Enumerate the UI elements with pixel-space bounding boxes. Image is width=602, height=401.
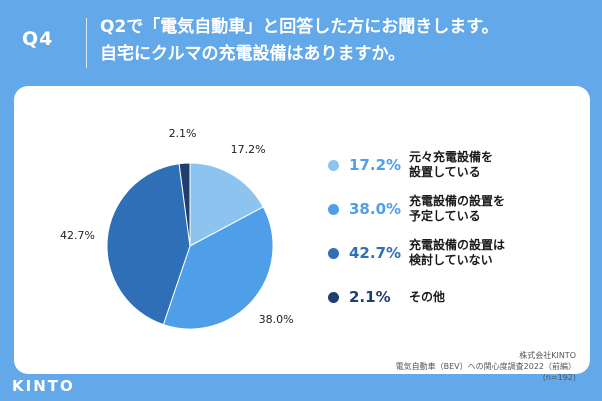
pie-slice-4	[178, 162, 191, 247]
header: Q4 Q2で「電気自動車」と回答した方にお聞きします。 自宅にクルマの充電設備は…	[0, 0, 602, 84]
legend-label-4: その他	[409, 290, 559, 305]
pie-slice-1	[189, 162, 264, 247]
legend-swatch-3	[328, 247, 339, 259]
source-survey: 電気自動車（BEV）への関心度調査2022（前編）	[395, 362, 576, 371]
legend-label-1-line-2: 設置している	[409, 165, 481, 179]
header-divider	[86, 18, 87, 68]
question-text: Q2で「電気自動車」と回答した方にお聞きします。 自宅にクルマの充電設備はありま…	[100, 14, 590, 68]
question-line-2: 自宅にクルマの充電設備はありますか。	[100, 44, 406, 64]
legend-value-2: 38.0%	[349, 200, 402, 218]
source-note: 株式会社KINTO 電気自動車（BEV）への関心度調査2022（前編） (n=1…	[316, 350, 576, 383]
pie-label-2: 38.0%	[259, 313, 294, 326]
pie-label-1: 17.2%	[231, 143, 266, 156]
legend-value-3: 42.7%	[349, 244, 402, 262]
pie-slice-3	[106, 163, 191, 326]
question-line-1: Q2で「電気自動車」と回答した方にお聞きします。	[100, 17, 499, 37]
pie-label-3: 42.7%	[60, 229, 95, 242]
legend-label-1-line-1: 元々充電設備を	[409, 150, 494, 164]
legend-item-4: 2.1% その他	[328, 282, 578, 312]
legend-swatch-2	[328, 203, 339, 215]
legend-label-1: 元々充電設備を 設置している	[409, 150, 559, 180]
legend-label-2: 充電設備の設置を 予定している	[409, 194, 559, 224]
source-company: 株式会社KINTO	[519, 351, 576, 360]
source-sample: (n=192)	[542, 373, 576, 382]
legend-item-1: 17.2% 元々充電設備を 設置している	[328, 150, 578, 180]
legend-swatch-4	[328, 291, 339, 303]
legend-label-3-line-2: 検討していない	[409, 253, 493, 267]
pie-chart: 17.2% 38.0% 42.7% 2.1%	[60, 127, 294, 330]
legend-item-3: 42.7% 充電設備の設置は 検討していない	[328, 238, 578, 268]
legend-label-3-line-1: 充電設備の設置は	[409, 238, 506, 252]
legend: 17.2% 元々充電設備を 設置している 38.0% 充電設備の設置を 予定している 42.…	[328, 150, 578, 326]
pie-label-4: 2.1%	[169, 127, 197, 140]
legend-label-4-line-1: その他	[409, 289, 446, 304]
legend-label-2-line-1: 充電設備の設置を	[409, 194, 506, 208]
legend-label-2-line-2: 予定している	[409, 209, 481, 223]
question-number: Q4	[22, 28, 54, 50]
legend-label-3: 充電設備の設置は 検討していない	[409, 238, 559, 268]
legend-swatch-1	[328, 159, 339, 171]
kinto-logo: KINTO	[12, 377, 75, 395]
legend-value-1: 17.2%	[349, 156, 402, 174]
chart-panel: 17.2% 38.0% 42.7% 2.1% 17.2% 元々充電設備を 設置している 38…	[14, 86, 590, 382]
pie-slice-2	[162, 206, 274, 330]
legend-item-2: 38.0% 充電設備の設置を 予定している	[328, 194, 578, 224]
legend-value-4: 2.1%	[349, 288, 391, 306]
